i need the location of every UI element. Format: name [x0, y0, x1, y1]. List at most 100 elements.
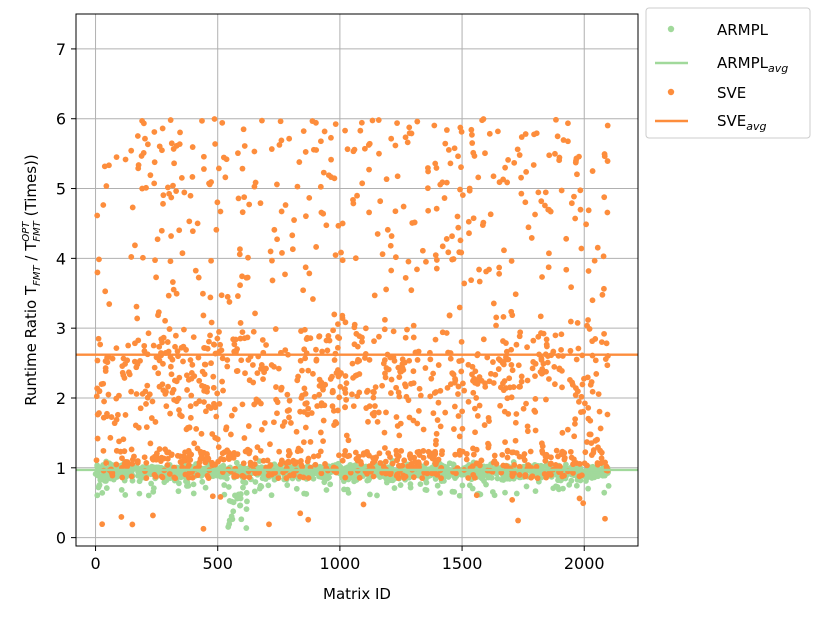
point-sve	[432, 441, 439, 448]
point-sve	[453, 470, 459, 477]
point-armpl	[118, 486, 125, 493]
point-sve	[419, 247, 426, 254]
point-sve	[310, 296, 316, 302]
point-sve	[351, 321, 358, 328]
point-sve	[168, 371, 175, 378]
point-sve	[133, 391, 140, 397]
point-sve	[548, 471, 554, 478]
point-sve	[539, 448, 546, 454]
point-sve	[121, 375, 128, 381]
point-sve	[343, 432, 350, 439]
point-armpl	[601, 489, 608, 496]
y-axis-label-sub1: FMT	[32, 264, 43, 285]
point-sve	[518, 134, 525, 140]
point-sve	[307, 439, 314, 445]
point-armpl	[367, 491, 373, 498]
point-sve	[328, 134, 334, 141]
point-armpl	[243, 506, 250, 513]
point-sve	[523, 168, 530, 175]
y-axis-label-tail: (Times))	[22, 154, 40, 221]
legend-label-sve-avg-sub: avg	[746, 120, 766, 133]
point-sve	[597, 425, 604, 432]
point-armpl	[99, 489, 106, 496]
point-sve	[604, 411, 611, 418]
point-sve	[509, 496, 516, 503]
point-sve	[452, 375, 458, 382]
point-sve	[290, 472, 297, 479]
point-sve	[455, 391, 461, 397]
point-sve	[210, 384, 217, 391]
point-sve	[192, 267, 199, 274]
point-sve	[564, 426, 571, 433]
point-sve	[502, 164, 509, 171]
point-sve	[563, 235, 570, 242]
point-sve	[390, 328, 397, 335]
point-sve	[246, 474, 253, 481]
point-sve	[414, 356, 421, 363]
point-sve	[257, 200, 264, 207]
point-armpl	[251, 488, 258, 495]
point-sve	[443, 236, 450, 242]
point-sve	[581, 460, 588, 467]
point-sve	[210, 373, 217, 380]
point-sve	[168, 452, 175, 459]
point-sve	[574, 171, 580, 178]
point-sve	[472, 429, 478, 436]
point-sve	[512, 291, 519, 298]
y-tick-label: 2	[56, 389, 66, 408]
point-sve	[451, 145, 458, 152]
point-sve	[515, 362, 522, 369]
point-sve	[97, 341, 104, 348]
point-sve	[425, 168, 432, 175]
point-sve	[101, 163, 108, 170]
point-sve	[584, 322, 590, 329]
point-sve	[318, 470, 325, 477]
point-sve	[167, 410, 174, 417]
point-sve	[533, 463, 540, 470]
point-sve	[267, 248, 274, 255]
point-sve	[388, 376, 395, 383]
point-sve	[366, 209, 372, 216]
point-sve	[425, 448, 432, 455]
point-sve	[381, 326, 388, 333]
point-sve	[354, 358, 361, 365]
point-sve	[284, 407, 291, 414]
point-armpl	[364, 477, 371, 484]
point-sve	[312, 461, 319, 468]
point-sve	[345, 437, 352, 444]
point-armpl	[221, 482, 228, 488]
point-sve	[375, 409, 382, 416]
point-sve	[592, 437, 599, 444]
point-sve	[273, 396, 280, 403]
point-sve	[506, 375, 513, 382]
point-sve	[100, 202, 107, 208]
point-sve	[383, 409, 389, 416]
point-sve	[395, 389, 402, 396]
point-sve	[463, 451, 470, 457]
point-sve	[171, 377, 178, 384]
point-sve	[430, 410, 437, 417]
point-sve	[380, 360, 387, 367]
point-sve	[455, 153, 461, 160]
point-armpl	[237, 502, 244, 509]
point-armpl	[259, 475, 266, 482]
point-sve	[374, 231, 381, 237]
point-sve	[505, 411, 512, 417]
point-sve	[342, 373, 349, 379]
point-sve	[258, 362, 265, 368]
x-tick-label: 0	[90, 554, 100, 573]
x-axis-label: Matrix ID	[323, 585, 391, 603]
point-armpl	[145, 492, 152, 499]
point-sve	[342, 319, 349, 326]
point-sve	[587, 431, 594, 438]
point-sve	[525, 462, 532, 468]
point-sve	[162, 446, 168, 453]
point-sve	[556, 157, 563, 164]
point-sve	[393, 414, 400, 420]
point-sve	[532, 360, 539, 367]
point-sve	[593, 371, 600, 377]
point-sve	[482, 150, 488, 157]
point-sve	[155, 370, 162, 377]
point-sve	[215, 165, 222, 172]
point-armpl	[184, 479, 191, 486]
